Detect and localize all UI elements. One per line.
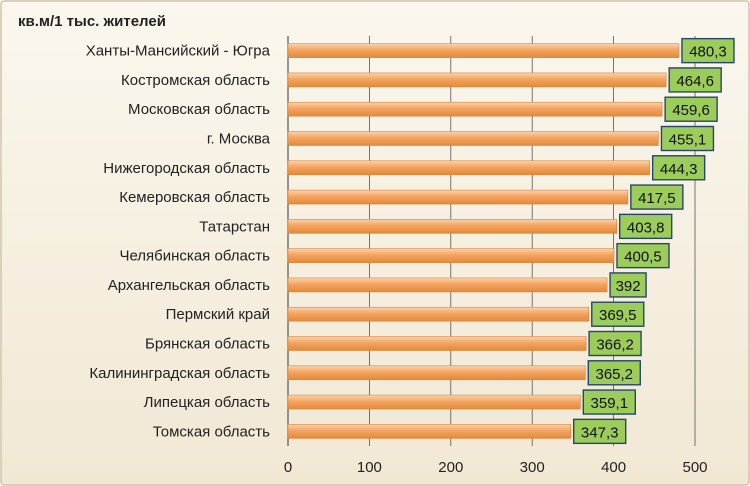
category-label: Томская область	[153, 423, 270, 440]
bar	[287, 277, 608, 293]
unit-label: кв.м/1 тыс. жителей	[18, 13, 166, 30]
bars	[287, 43, 680, 439]
value-label-box	[618, 213, 673, 240]
value-label-box	[573, 418, 627, 445]
data-label: 366,2	[596, 337, 634, 354]
category-label: Татарстан	[199, 218, 270, 235]
x-tick-label: 500	[682, 459, 707, 476]
data-label: 480,3	[689, 44, 727, 61]
bar	[287, 306, 590, 322]
category-label: Пермский край	[166, 306, 270, 323]
category-label: Московская область	[128, 101, 270, 118]
bar	[287, 424, 572, 439]
category-label: Кемеровская область	[119, 189, 270, 206]
category-label: Калининградская область	[89, 365, 270, 382]
value-label-box	[664, 96, 718, 122]
bar	[287, 394, 581, 410]
data-label: 417,5	[638, 190, 676, 207]
x-tick-label: 300	[520, 459, 545, 476]
bar	[287, 365, 586, 381]
bar	[287, 219, 617, 234]
category-label: Архангельская область	[108, 277, 270, 294]
value-label-box	[582, 389, 637, 415]
data-label: 347,3	[581, 424, 619, 441]
x-tick-label: 400	[601, 459, 626, 476]
data-label: 455,1	[669, 132, 707, 149]
data-label: 444,3	[660, 161, 698, 178]
data-label: 459,6	[672, 102, 710, 119]
bar	[287, 131, 659, 146]
category-label: Челябинская область	[119, 248, 270, 265]
bar	[287, 72, 667, 88]
value-label-box	[616, 242, 670, 269]
data-label: 464,6	[676, 73, 714, 90]
category-label: Брянская область	[145, 336, 270, 353]
value-label-box	[588, 330, 642, 357]
value-label-box	[630, 184, 684, 210]
data-label: 392	[616, 278, 641, 295]
data-label: 369,5	[599, 307, 637, 324]
category-label: Ханты-Мансийский - Югра	[86, 43, 271, 60]
data-label: 359,1	[591, 395, 629, 412]
category-label: г. Москва	[207, 131, 271, 148]
bar	[287, 101, 663, 117]
value-label-box	[609, 272, 647, 298]
x-tick-label: 200	[438, 459, 463, 476]
category-label: Нижегородская область	[103, 160, 270, 177]
value-label-box	[681, 37, 735, 64]
data-label: 365,2	[595, 366, 633, 383]
value-label-box	[651, 155, 706, 181]
bar	[287, 189, 629, 205]
x-tick-label: 0	[284, 459, 292, 476]
value-label-box	[668, 67, 722, 93]
bar	[287, 43, 680, 58]
value-label-box	[660, 125, 715, 152]
value-label-box	[587, 360, 641, 386]
x-tick-labels: 0 100 200 300 400 500	[284, 459, 708, 476]
bar	[287, 160, 650, 176]
category-label: Костромская область	[121, 72, 270, 89]
data-label: 403,8	[627, 219, 665, 236]
value-label-box	[591, 301, 645, 327]
category-label: Липецкая область	[144, 394, 271, 411]
data-label: 400,5	[624, 249, 662, 266]
bar	[287, 336, 587, 351]
value-labels: 480,3 464,6 459,6 455,1 444,3 417,5 403,8 400,5…	[573, 37, 735, 445]
x-tick-label: 100	[357, 459, 382, 476]
category-labels: Ханты-Мансийский - Югра Костромская облас…	[86, 43, 271, 441]
bar	[287, 248, 615, 263]
